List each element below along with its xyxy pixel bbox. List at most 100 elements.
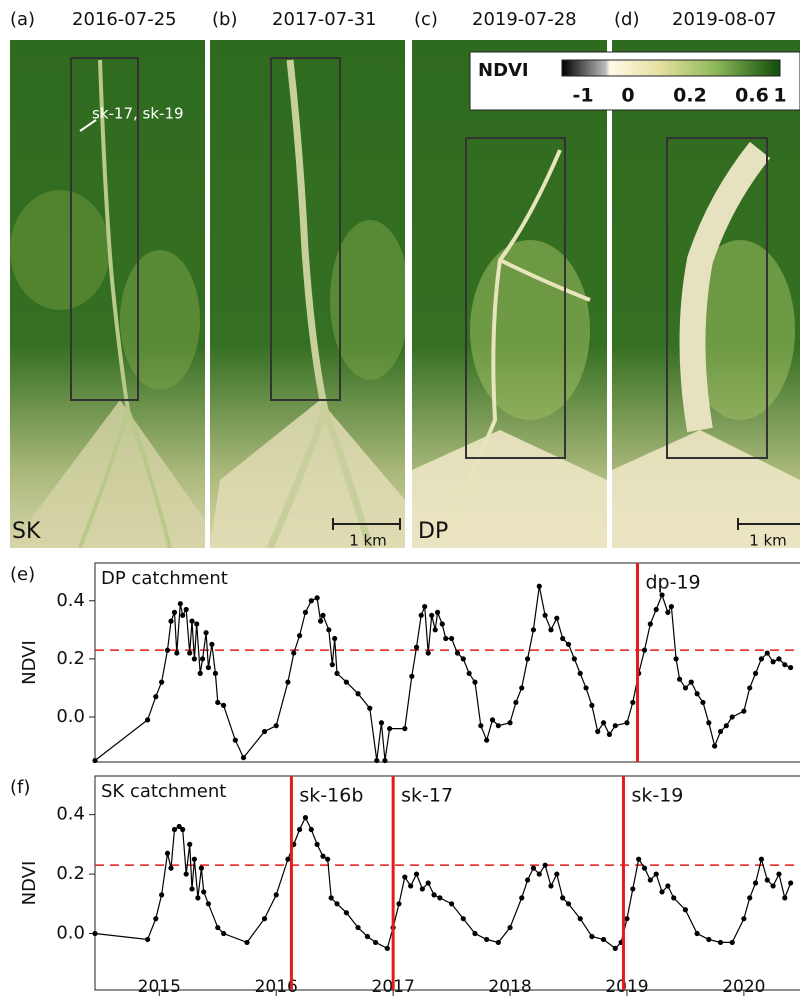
panel-c-image [412,40,607,548]
data-point [571,656,577,662]
data-point [624,720,630,726]
data-point [174,650,180,656]
panel-label: (e) [10,564,35,585]
scale-bars [332,518,800,530]
data-point [291,650,297,656]
data-point [203,630,209,636]
data-point [659,592,665,598]
data-point [329,662,335,668]
data-point [429,612,435,618]
chart-title: SK catchment [101,781,226,802]
data-point [536,871,542,877]
data-point [636,856,642,862]
y-tick-label: 0.2 [56,863,85,884]
data-point [524,656,531,662]
data-point [448,635,455,642]
data-point [273,892,279,898]
data-point [439,621,445,627]
data-point [372,939,379,946]
data-point [194,621,200,627]
data-point [343,910,349,916]
data-point [747,895,753,901]
data-point [297,633,303,639]
panel-date: 2017-07-31 [272,9,377,30]
data-point [198,865,204,871]
data-point [624,916,630,922]
data-point [326,627,332,633]
data-point [261,916,268,922]
panel-label: (d) [614,9,639,30]
y-tick-label: 0.4 [56,804,85,825]
data-point [145,717,151,723]
data-point [554,615,560,621]
data-point [706,936,712,943]
data-point [782,662,788,668]
data-point [180,826,186,833]
data-point [472,930,478,937]
plot-frame [94,562,800,763]
data-point [560,895,566,901]
data-point [665,609,671,615]
data-point [583,685,589,691]
y-tick-label: 0.0 [56,706,85,727]
data-line [94,816,792,950]
data-point [764,877,770,883]
data-point [212,670,219,676]
data-point [747,685,753,691]
plot-frame [94,775,800,991]
data-point [659,889,665,895]
data-point [600,720,607,726]
data-point [297,826,303,833]
data-point [589,933,595,940]
data-point [302,815,309,821]
data-point [187,841,193,847]
data-point [729,714,735,720]
data-point [302,609,309,615]
data-point [176,823,182,830]
data-point [530,865,537,871]
panel-date: 2019-08-07 [672,9,777,30]
data-point [729,939,735,946]
data-point [159,892,165,898]
chart-title: DP catchment [101,568,228,589]
annotation: sk-17, sk-19 [92,105,184,123]
data-point [355,691,361,697]
data-point [688,679,694,685]
data-point [314,595,320,601]
data-point [432,627,438,633]
data-point [189,618,195,624]
data-point [641,865,648,871]
data-point [770,659,776,665]
data-point [519,895,525,901]
data-point [201,889,207,895]
panel-label: (a) [10,9,35,30]
y-axis-label: NDVI [19,640,40,685]
data-point [191,856,197,862]
data-point [197,670,203,676]
data-point [694,691,700,697]
data-point [215,924,221,931]
data-point [752,880,759,886]
data-point [285,856,291,862]
data-point [612,723,618,729]
data-point [378,720,385,726]
data-point [159,679,165,685]
data-point [717,939,724,946]
data-point [630,886,636,892]
data-point [682,685,689,691]
data-point [320,853,326,859]
data-point [145,936,151,943]
colorbar-tick-label: 0 [621,85,634,107]
site-label: DP [418,519,448,544]
data-point [153,916,159,922]
data-point [171,826,178,833]
data-point [472,679,478,685]
data-point [402,874,408,880]
data-point [788,880,794,886]
data-point [308,826,314,833]
data-point [758,656,765,662]
data-point [694,930,700,937]
data-point [513,699,519,706]
data-point [612,945,618,951]
data-point [717,728,724,735]
